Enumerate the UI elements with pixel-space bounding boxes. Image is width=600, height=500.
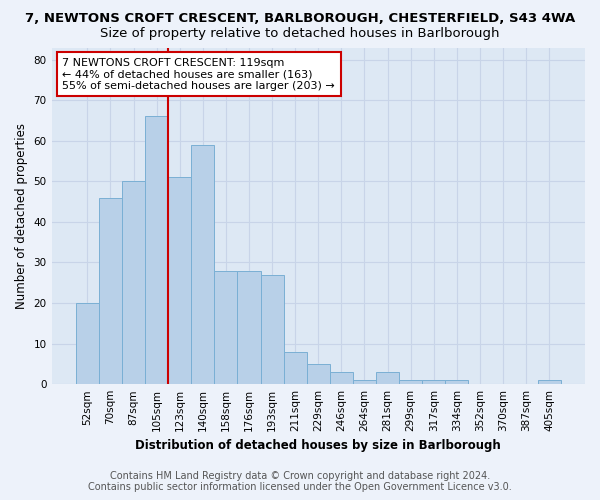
Bar: [145, 116, 168, 384]
Bar: [99, 198, 122, 384]
X-axis label: Distribution of detached houses by size in Barlborough: Distribution of detached houses by size …: [136, 440, 501, 452]
Bar: [122, 182, 145, 384]
Bar: [76, 303, 99, 384]
Text: 7, NEWTONS CROFT CRESCENT, BARLBOROUGH, CHESTERFIELD, S43 4WA: 7, NEWTONS CROFT CRESCENT, BARLBOROUGH, …: [25, 12, 575, 26]
Bar: [284, 352, 307, 384]
Text: Contains HM Land Registry data © Crown copyright and database right 2024.
Contai: Contains HM Land Registry data © Crown c…: [88, 471, 512, 492]
Bar: [191, 145, 214, 384]
Bar: [353, 380, 376, 384]
Text: Size of property relative to detached houses in Barlborough: Size of property relative to detached ho…: [100, 28, 500, 40]
Bar: [376, 372, 399, 384]
Bar: [307, 364, 330, 384]
Bar: [214, 270, 238, 384]
Bar: [238, 270, 260, 384]
Y-axis label: Number of detached properties: Number of detached properties: [15, 123, 28, 309]
Bar: [168, 178, 191, 384]
Bar: [330, 372, 353, 384]
Bar: [422, 380, 445, 384]
Text: 7 NEWTONS CROFT CRESCENT: 119sqm
← 44% of detached houses are smaller (163)
55% : 7 NEWTONS CROFT CRESCENT: 119sqm ← 44% o…: [62, 58, 335, 91]
Bar: [399, 380, 422, 384]
Bar: [445, 380, 469, 384]
Bar: [538, 380, 561, 384]
Bar: [260, 274, 284, 384]
